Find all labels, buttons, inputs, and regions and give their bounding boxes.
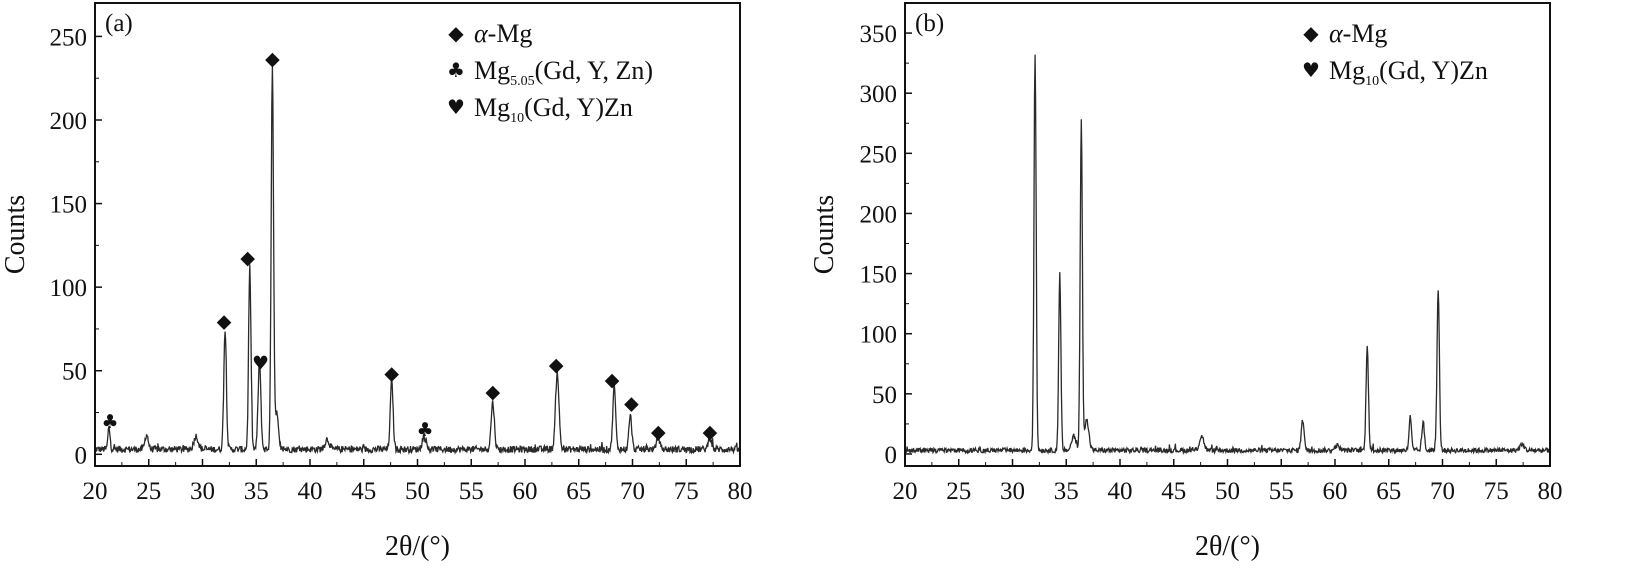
- y-tick-label: 0: [885, 442, 898, 469]
- x-tick-label: 75: [1484, 478, 1509, 505]
- y-axis-label: Counts: [809, 195, 840, 274]
- y-axis-label: Counts: [0, 195, 31, 274]
- peak-marker-diamond: ◆: [240, 247, 255, 269]
- legend-entry: α-Mg: [474, 19, 532, 48]
- x-tick-label: 60: [1323, 478, 1348, 505]
- y-tick-label: 250: [50, 24, 88, 51]
- legend-symbol-heart: ♥: [447, 95, 465, 119]
- x-tick-label: 30: [190, 478, 215, 505]
- peak-marker-diamond: ◆: [605, 369, 620, 391]
- y-tick-label: 350: [860, 21, 898, 48]
- legend-entry: Mg5.05(Gd, Y, Zn): [474, 56, 653, 89]
- x-tick-label: 40: [298, 478, 323, 505]
- legend-entry: Mg10(Gd, Y)Zn: [1329, 56, 1488, 89]
- panel-label: (b): [915, 10, 944, 37]
- legend: ◆ α-Mg ♣ Mg5.05(Gd, Y, Zn) ♥ Mg10(Gd, Y)Zn: [447, 19, 653, 126]
- x-tick-label: 30: [1000, 478, 1025, 505]
- peak-marker-diamond: ◆: [485, 381, 500, 403]
- peak-marker-diamond: ◆: [384, 362, 399, 384]
- x-tick-label: 50: [405, 478, 430, 505]
- y-tick-label: 50: [872, 382, 897, 409]
- x-tick-label: 45: [351, 478, 376, 505]
- x-tick-label: 55: [459, 478, 484, 505]
- x-tick-label: 20: [83, 478, 108, 505]
- x-tick-label: 20: [893, 478, 918, 505]
- y-tick-label: 100: [860, 322, 898, 349]
- xrd-pattern-line: [904, 54, 1551, 456]
- peak-marker-heart: ♥: [252, 352, 269, 374]
- x-tick-label: 25: [136, 478, 161, 505]
- x-tick-label: 70: [1430, 478, 1455, 505]
- y-tick-label: 150: [860, 262, 898, 289]
- x-tick-label: 75: [674, 478, 699, 505]
- peak-marker-diamond: ◆: [549, 354, 564, 376]
- y-tick-label: 200: [860, 201, 898, 228]
- legend: ◆ α-Mg ♥ Mg10(Gd, Y)Zn: [1302, 19, 1488, 89]
- x-tick-label: 35: [1054, 478, 1079, 505]
- x-tick-label: 80: [728, 478, 753, 505]
- y-tick-label: 0: [75, 442, 88, 469]
- peak-marker-diamond: ◆: [217, 311, 232, 333]
- legend-symbol-diamond: ◆: [1303, 21, 1319, 45]
- x-tick-label: 40: [1108, 478, 1133, 505]
- y-tick-label: 250: [860, 141, 898, 168]
- chart-panel-a: 20 25 30 35 40 45 50 55 60 65 70 75 80 0 50 100 150 200 25…: [0, 2, 753, 562]
- y-tick-label: 150: [50, 192, 88, 219]
- legend-entry: α-Mg: [1329, 19, 1387, 48]
- y-tick-label: 50: [62, 359, 87, 386]
- peak-marker-diamond: ◆: [651, 421, 666, 443]
- x-tick-label: 60: [513, 478, 538, 505]
- y-tick-label: 100: [50, 275, 88, 302]
- x-tick-label: 65: [1376, 478, 1401, 505]
- x-axis-label: 2θ/(°): [1195, 531, 1260, 562]
- xrd-pattern-line: [94, 66, 741, 456]
- panel-label: (a): [105, 10, 133, 37]
- x-tick-label: 45: [1161, 478, 1186, 505]
- x-tick-label: 55: [1269, 478, 1294, 505]
- x-tick-label: 80: [1538, 478, 1563, 505]
- legend-entry: Mg10(Gd, Y)Zn: [474, 93, 633, 126]
- x-tick-label: 65: [566, 478, 591, 505]
- x-tick-label: 35: [244, 478, 269, 505]
- peak-marker-diamond: ◆: [703, 421, 718, 443]
- y-tick-label: 300: [860, 81, 898, 108]
- y-tick-label: 200: [50, 108, 88, 135]
- peak-marker-diamond: ◆: [624, 392, 639, 414]
- x-tick-label: 70: [620, 478, 645, 505]
- x-tick-label: 25: [946, 478, 971, 505]
- peak-marker-diamond: ◆: [265, 48, 280, 70]
- x-tick-label: 50: [1215, 478, 1240, 505]
- legend-symbol-diamond: ◆: [448, 21, 464, 45]
- peak-marker-club: ♣: [102, 411, 119, 433]
- chart-panel-b: 20 25 30 35 40 45 50 55 60 65 70 75 80 0 50 100 150 200 25…: [809, 2, 1563, 562]
- legend-symbol-heart: ♥: [1302, 58, 1320, 82]
- legend-symbol-club: ♣: [447, 58, 465, 82]
- x-axis-label: 2θ/(°): [385, 531, 450, 562]
- peak-marker-club: ♣: [417, 419, 434, 441]
